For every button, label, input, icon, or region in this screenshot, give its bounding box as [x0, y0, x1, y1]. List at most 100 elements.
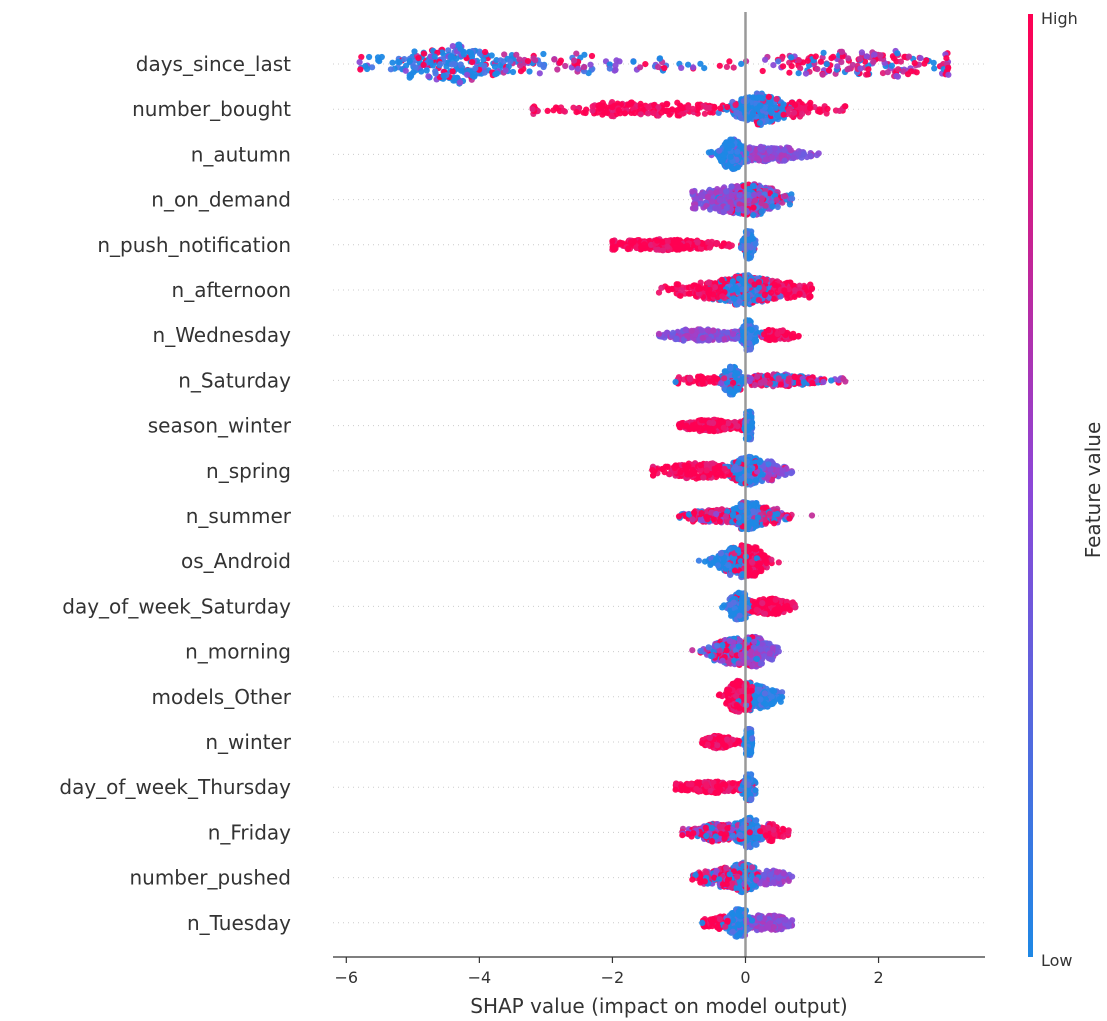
- shap-point: [693, 195, 700, 202]
- shap-point: [809, 379, 816, 387]
- shap-point: [703, 286, 711, 293]
- shap-point: [789, 195, 796, 202]
- shap-point: [658, 109, 665, 116]
- shap-point: [716, 147, 723, 154]
- shap-point: [695, 374, 702, 381]
- shap-point: [517, 62, 524, 69]
- shap-point: [711, 104, 718, 112]
- feature-label: n_summer: [186, 504, 292, 528]
- shap-point: [716, 197, 723, 204]
- shap-point: [415, 55, 422, 62]
- shap-point: [502, 67, 509, 74]
- shap-point: [526, 68, 533, 75]
- shap-point: [774, 112, 781, 119]
- shap-point: [746, 317, 753, 324]
- shap-point: [716, 62, 723, 69]
- feature-label: n_Wednesday: [153, 323, 292, 347]
- shap-point: [897, 58, 905, 65]
- shap-point: [750, 204, 757, 211]
- shap-point: [730, 295, 737, 302]
- shap-point: [437, 61, 444, 68]
- shap-point: [637, 64, 644, 71]
- shap-point: [751, 382, 759, 389]
- feature-label: day_of_week_Thursday: [59, 775, 291, 799]
- shap-point: [795, 332, 802, 340]
- feature-label: n_spring: [206, 459, 291, 483]
- shap-point: [729, 165, 736, 172]
- shap-point: [748, 327, 755, 334]
- shap-point: [556, 59, 564, 66]
- shap-point: [751, 197, 759, 204]
- shap-point: [772, 104, 780, 111]
- feature-label: day_of_week_Saturday: [62, 594, 291, 618]
- shap-point: [750, 183, 757, 190]
- shap-point: [766, 380, 774, 387]
- shap-point: [746, 378, 753, 385]
- shap-point: [745, 145, 753, 152]
- shap-point: [816, 106, 823, 113]
- feature-label: n_Saturday: [178, 368, 291, 392]
- shap-point: [554, 66, 561, 73]
- shap-point: [641, 241, 648, 248]
- shap-point: [664, 285, 672, 292]
- shap-point: [403, 62, 410, 69]
- shap-point: [908, 68, 915, 75]
- shap-point: [732, 101, 739, 109]
- shap-point: [627, 238, 635, 246]
- shap-point: [678, 64, 685, 71]
- shap-point: [669, 106, 676, 113]
- shap-point: [759, 195, 766, 202]
- shap-point: [621, 110, 629, 117]
- shap-point: [895, 66, 902, 73]
- shap-point: [900, 68, 907, 75]
- shap-point: [449, 43, 456, 50]
- shap-point: [727, 199, 734, 206]
- shap-point: [724, 162, 731, 169]
- shap-point: [616, 239, 624, 246]
- shap-point: [738, 143, 745, 150]
- shap-point: [838, 59, 845, 66]
- shap-point: [923, 57, 930, 64]
- shap-point: [366, 53, 373, 61]
- shap-point: [734, 183, 742, 190]
- shap-point: [682, 326, 689, 333]
- shap-point: [790, 154, 797, 161]
- shap-point: [721, 375, 728, 382]
- shap-point: [825, 67, 833, 74]
- points: [356, 41, 952, 940]
- shap-point: [497, 62, 504, 69]
- shap-point: [451, 76, 458, 83]
- shap-point: [761, 331, 768, 338]
- shap-point: [768, 154, 776, 161]
- shap-point: [532, 57, 539, 64]
- shap-point: [720, 424, 727, 431]
- shap-point: [369, 64, 376, 71]
- shap-point: [751, 191, 758, 198]
- shap-point: [769, 203, 776, 210]
- shap-point: [374, 54, 382, 61]
- shap-point: [704, 425, 712, 432]
- shap-point: [756, 119, 764, 126]
- shap-point: [492, 71, 499, 78]
- shap-point: [729, 286, 736, 293]
- shap-point: [856, 56, 864, 63]
- shap-point: [757, 102, 764, 109]
- shap-point: [447, 53, 454, 61]
- shap-point: [686, 376, 694, 383]
- feature-label: n_on_demand: [151, 188, 291, 212]
- shap-point: [735, 385, 742, 392]
- shap-point: [815, 150, 822, 157]
- shap-point: [612, 62, 619, 69]
- shap-point: [789, 99, 796, 106]
- shap-point: [678, 287, 686, 294]
- shap-point: [731, 372, 739, 379]
- shap-point: [775, 58, 782, 65]
- shap-point: [781, 157, 788, 164]
- shap-point: [786, 201, 794, 208]
- shap-point: [834, 63, 841, 70]
- shap-point: [469, 59, 476, 66]
- shap-point: [773, 95, 780, 103]
- shap-point: [751, 281, 758, 288]
- shap-point: [757, 143, 764, 150]
- shap-point: [675, 281, 682, 288]
